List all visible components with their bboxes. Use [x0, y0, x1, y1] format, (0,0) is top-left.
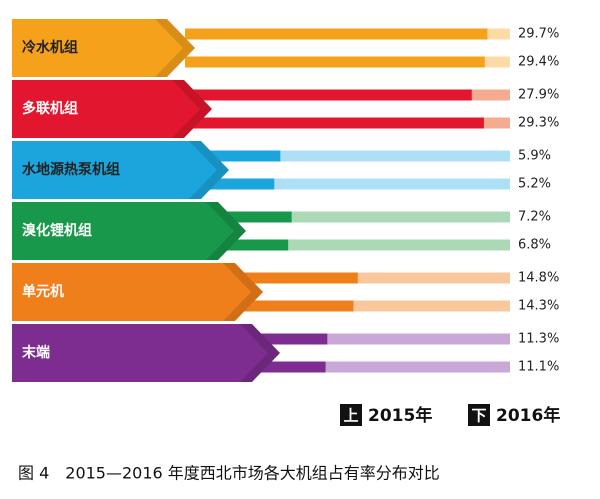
bars [185, 28, 510, 373]
value-label: 14.8% [518, 271, 559, 286]
bar [185, 89, 472, 101]
bar [185, 117, 484, 129]
bar-track [185, 333, 510, 345]
bar-track [185, 178, 510, 190]
value-label: 29.7% [518, 27, 559, 42]
bar [185, 28, 488, 40]
caption: 图 4 2015—2016 年度西北市场各大机组占有率分布对比 [18, 464, 440, 483]
category-arrow [169, 141, 229, 199]
category-arrow [203, 263, 263, 321]
category-label: 水地源热泵机组 [22, 161, 120, 178]
value-label: 29.3% [518, 116, 559, 131]
bar-track [185, 150, 510, 162]
bar [185, 300, 354, 312]
category-tag [12, 141, 174, 199]
legend-label: 2016年 [496, 405, 560, 426]
category-arrow [220, 324, 280, 382]
bar-track [185, 361, 510, 373]
legend-marker: 上 [343, 407, 358, 425]
category-label: 溴化锂机组 [22, 222, 92, 239]
category-arrow-shade [172, 80, 212, 138]
category-tag [12, 202, 191, 260]
bar-track [185, 211, 510, 223]
category-tag [12, 19, 140, 77]
value-label: 14.3% [518, 299, 559, 314]
value-label: 11.3% [518, 332, 559, 347]
category-label: 多联机组 [22, 100, 78, 117]
legend-marker-box [340, 404, 362, 426]
category-arrow-shade [240, 324, 280, 382]
value-label: 5.2% [518, 177, 551, 192]
legend-marker-box [468, 404, 490, 426]
category-arrow [186, 202, 246, 260]
bar-track [185, 239, 510, 251]
category-arrow-shade [189, 141, 229, 199]
value-label: 29.4% [518, 55, 559, 70]
legend-label: 2015年 [368, 405, 432, 426]
category-label: 单元机 [22, 283, 64, 300]
category-arrow-shade [206, 202, 246, 260]
category-label: 冷水机组 [22, 39, 78, 56]
value-label: 7.2% [518, 210, 551, 225]
value-label: 11.1% [518, 360, 559, 375]
category-arrow [135, 19, 195, 77]
category-arrow-shade [223, 263, 263, 321]
bar [185, 150, 281, 162]
category-tag [12, 263, 208, 321]
legend-marker: 下 [471, 407, 486, 425]
value-label: 27.9% [518, 88, 559, 103]
value-label: 6.8% [518, 238, 551, 253]
bar [185, 239, 289, 251]
bar [185, 56, 485, 68]
bar [185, 272, 358, 284]
bar [185, 178, 275, 190]
category-arrow [152, 80, 212, 138]
category-label: 末端 [22, 344, 50, 361]
category-tag [12, 324, 225, 382]
category-arrow-shade [155, 19, 195, 77]
value-label: 5.9% [518, 149, 551, 164]
category-tag [12, 80, 157, 138]
bar [185, 211, 292, 223]
